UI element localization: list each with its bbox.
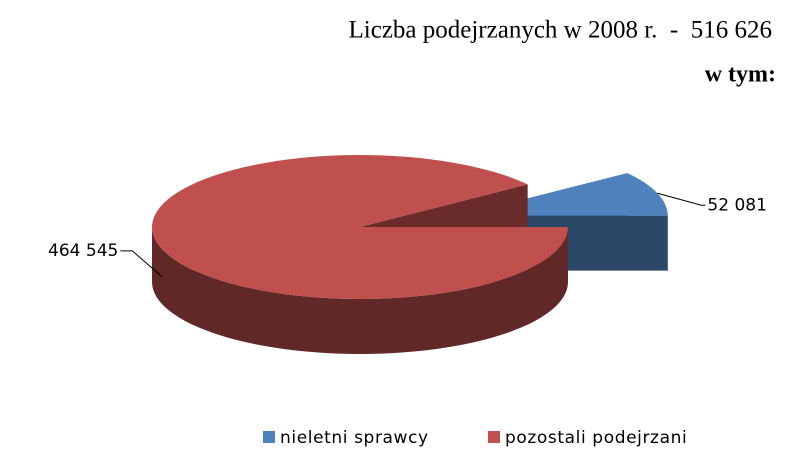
chart-title: Liczba podejrzanych w 2008 r. - 516 626 <box>349 17 773 44</box>
legend-label: nieletni sprawcy <box>280 428 429 448</box>
data-label: 52 081 <box>707 195 766 215</box>
legend-swatch <box>488 431 500 443</box>
legend-swatch <box>263 431 275 443</box>
data-label: 464 545 <box>48 241 118 261</box>
slice <box>152 155 568 300</box>
legend-label: pozostali podejrzani <box>505 428 687 448</box>
leader-line <box>657 192 706 206</box>
pie: 52 081 464 545 <box>48 155 767 354</box>
slice-wall <box>152 227 568 354</box>
chart-subtitle: w tym: <box>705 62 776 88</box>
leader-line <box>120 250 163 278</box>
legend: nieletni sprawcy pozostali podejrzani <box>263 428 687 448</box>
